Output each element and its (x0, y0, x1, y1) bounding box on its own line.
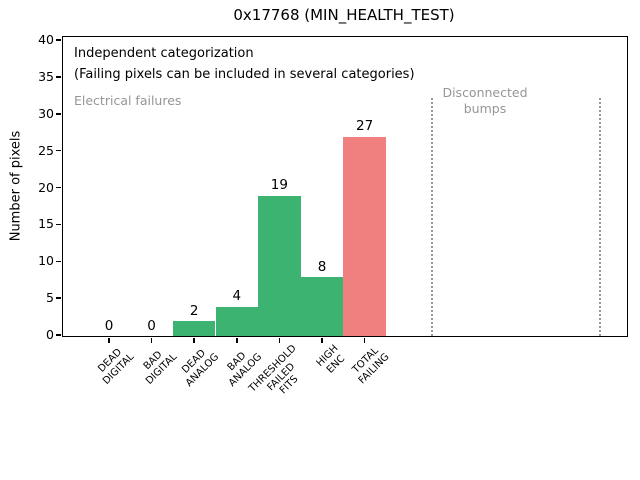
bar-value-label: 8 (317, 258, 327, 275)
x-tick-label: DEAD ANALOG (180, 347, 222, 389)
bar (172, 321, 216, 336)
annotation-caveat: (Failing pixels can be included in sever… (74, 67, 415, 82)
bar-value-label: 27 (356, 118, 374, 135)
y-tick (56, 149, 61, 152)
y-tick-label: 35 (38, 68, 54, 84)
y-tick-label: 30 (38, 105, 54, 121)
divider-dotted-line (599, 98, 601, 336)
bar-value-label: 0 (147, 317, 156, 334)
divider-dotted-line (431, 98, 433, 336)
x-tick-label: HIGH ENC (314, 343, 348, 376)
y-tick-label: 0 (46, 327, 54, 342)
bar (258, 195, 301, 336)
y-tick (56, 76, 61, 78)
x-tick-label: DEAD DIGITAL (96, 346, 136, 387)
x-tick (236, 338, 238, 343)
bar (300, 277, 344, 336)
bar-value-label: 2 (189, 302, 199, 319)
bar-value-label: 19 (270, 177, 288, 194)
y-tick-label: 20 (38, 179, 54, 195)
annotation-independent-categorization: Independent categorization (74, 46, 254, 61)
y-tick-label: 10 (38, 253, 54, 269)
x-tick (363, 338, 366, 343)
bar (215, 306, 259, 336)
x-tick (150, 338, 153, 343)
bar (343, 136, 386, 336)
y-tick (56, 186, 61, 189)
annotation-electrical-failures: Electrical failures (74, 93, 182, 108)
y-tick (56, 39, 61, 41)
x-tick (193, 338, 195, 343)
y-tick (56, 334, 61, 336)
y-tick (56, 223, 61, 226)
x-tick-label: TOTAL FAILING (350, 345, 392, 387)
y-tick (56, 113, 61, 115)
y-tick (56, 297, 61, 299)
y-tick-label: 40 (38, 32, 54, 47)
x-tick (108, 338, 110, 343)
y-tick-label: 5 (46, 290, 54, 306)
y-tick-label: 15 (38, 216, 54, 232)
plot-area: Independent categorization (Failing pixe… (38, 33, 628, 343)
bar-value-label: 0 (104, 317, 114, 334)
bar-value-label: 4 (232, 288, 242, 304)
x-tick-label: BAD DIGITAL (141, 349, 179, 387)
chart-title: 0x17768 (MIN_HEALTH_TEST) (233, 6, 455, 24)
y-tick (56, 260, 61, 262)
y-tick-label: 25 (38, 142, 54, 158)
annotation-disconnected-bumps: Disconnected bumps (442, 85, 528, 117)
x-tick (278, 338, 281, 343)
x-tick (321, 338, 323, 343)
